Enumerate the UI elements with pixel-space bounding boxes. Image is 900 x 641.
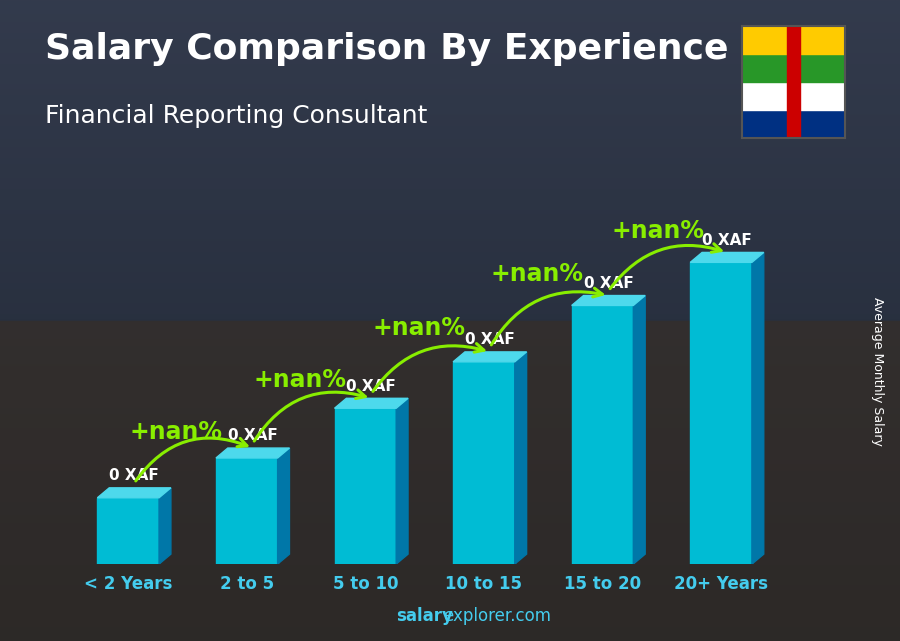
Text: 0 XAF: 0 XAF [702, 233, 752, 248]
Bar [742, 26, 845, 54]
Text: Financial Reporting Consultant: Financial Reporting Consultant [45, 104, 428, 128]
Polygon shape [572, 296, 645, 306]
Text: +nan%: +nan% [491, 262, 584, 286]
Bar [453, 362, 515, 564]
Text: Average Monthly Salary: Average Monthly Salary [871, 297, 884, 446]
Bar [690, 262, 752, 564]
Bar [216, 458, 277, 564]
Text: explorer.com: explorer.com [443, 607, 551, 625]
Polygon shape [335, 398, 408, 408]
Bar [335, 408, 396, 564]
Text: +nan%: +nan% [129, 420, 222, 444]
Polygon shape [97, 488, 171, 498]
Text: ★: ★ [751, 36, 761, 49]
Polygon shape [216, 448, 290, 458]
Polygon shape [159, 488, 171, 564]
Bar [742, 81, 845, 110]
Bar [572, 306, 634, 564]
Bar [742, 110, 845, 138]
Text: 0 XAF: 0 XAF [346, 379, 396, 394]
Text: 0 XAF: 0 XAF [465, 332, 515, 347]
Text: 0 XAF: 0 XAF [583, 276, 634, 291]
Polygon shape [453, 352, 526, 362]
Text: Salary Comparison By Experience: Salary Comparison By Experience [45, 32, 728, 66]
Polygon shape [396, 398, 408, 564]
Text: +nan%: +nan% [373, 315, 465, 340]
Polygon shape [752, 253, 764, 564]
Bar [742, 54, 845, 81]
Text: salary: salary [396, 607, 453, 625]
Text: +nan%: +nan% [612, 219, 705, 242]
Bar [97, 498, 159, 564]
Polygon shape [634, 296, 645, 564]
Polygon shape [690, 253, 764, 262]
Text: 0 XAF: 0 XAF [228, 428, 277, 444]
Polygon shape [515, 352, 526, 564]
Bar [787, 26, 800, 138]
Text: +nan%: +nan% [254, 368, 346, 392]
Text: 0 XAF: 0 XAF [109, 468, 159, 483]
Polygon shape [277, 448, 290, 564]
